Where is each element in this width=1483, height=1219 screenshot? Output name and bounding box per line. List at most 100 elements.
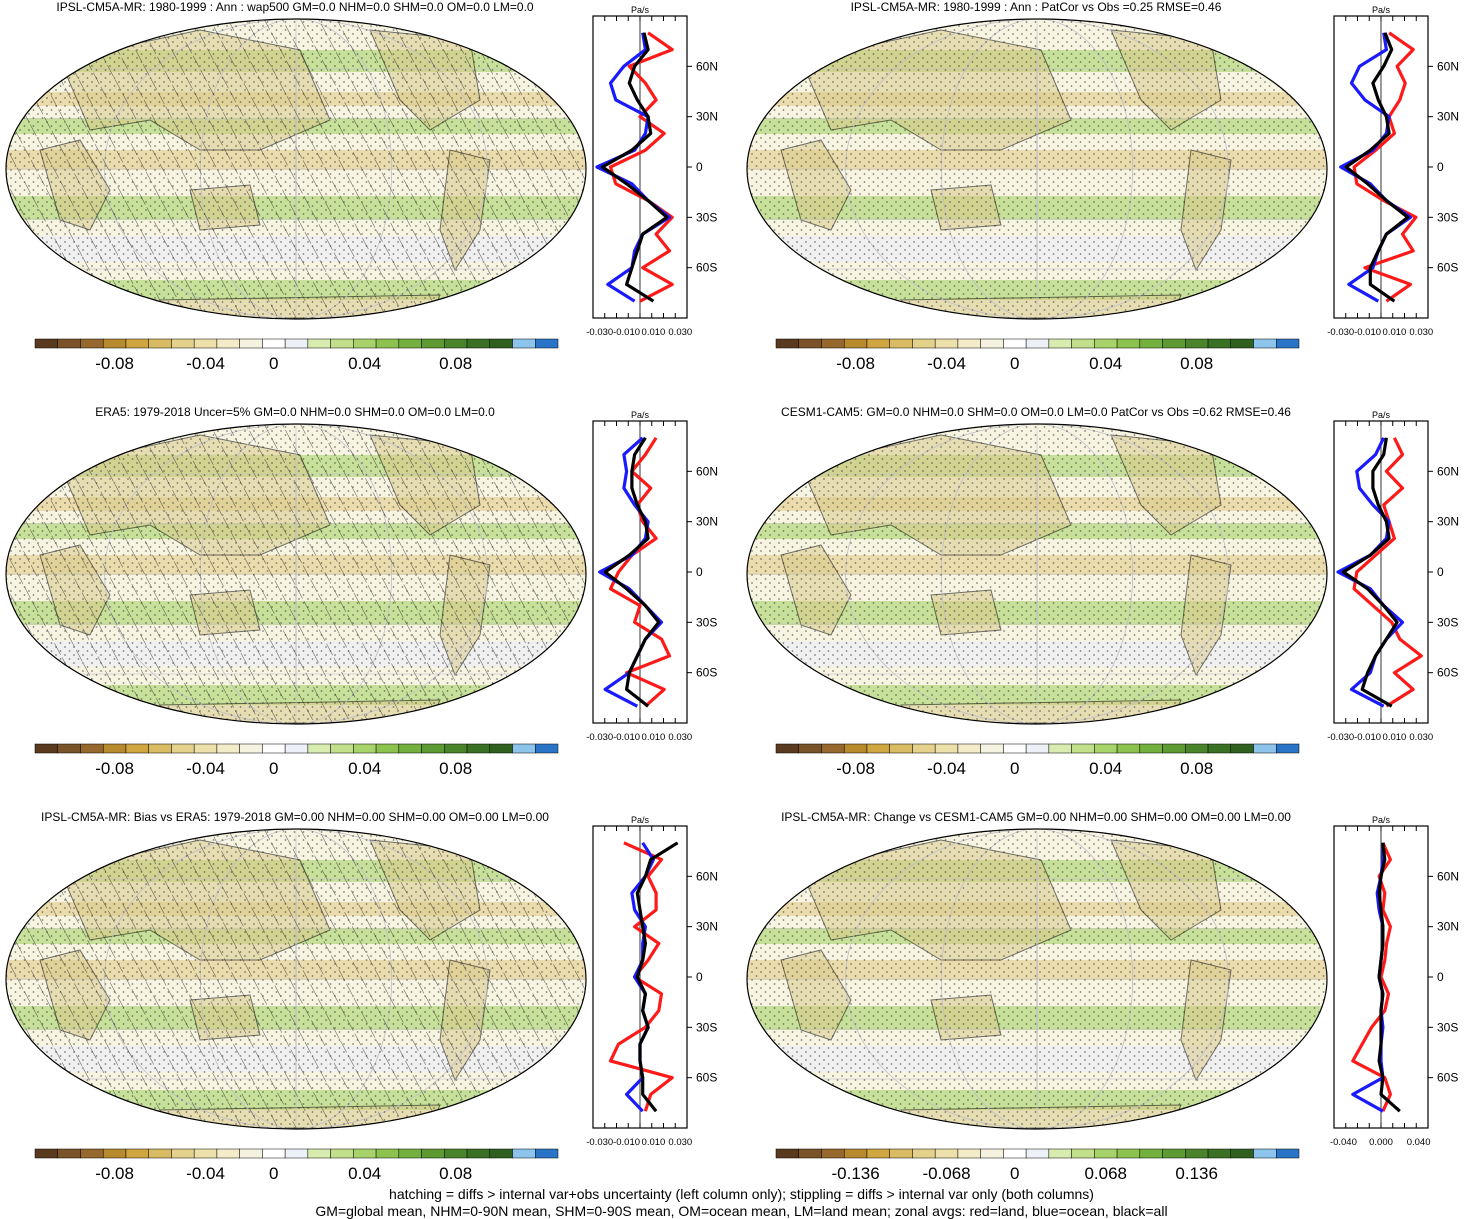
colorbar-tick-label: 0 — [1010, 759, 1019, 778]
colorbar-box — [821, 743, 845, 754]
colorbar-box — [1185, 743, 1209, 754]
colorbar-box — [34, 1148, 58, 1159]
colorbar-box — [466, 1148, 491, 1159]
zonal-series-black — [635, 841, 679, 1113]
colorbar-box — [193, 743, 218, 754]
panel-bottom-left: IPSL-CM5A-MR: Bias vs ERA5: 1979-2018 GM… — [0, 810, 741, 1205]
colorbar-box — [330, 743, 354, 754]
colorbar-box — [1207, 338, 1232, 349]
zonal-series-black — [603, 436, 661, 708]
stipple-overlay — [747, 19, 1327, 319]
colorbar-box — [489, 743, 513, 754]
colorbar-box — [1025, 743, 1050, 754]
world-map — [747, 829, 1327, 1129]
colorbar-box — [1094, 1148, 1118, 1159]
colorbar-box — [843, 338, 868, 349]
y-tick-label: 30S — [696, 615, 717, 629]
panel-svg: -0.08 -0.04 0 0.04 0.08 Pa/s 60N 30N 0 30S 60S -0.0… — [5, 5, 718, 373]
colorbar-box — [843, 743, 868, 754]
colorbar-box — [1253, 743, 1277, 754]
y-tick-label: 60N — [1437, 464, 1459, 478]
zonal-mean-plot: Pa/s 60N 30N 0 30S 60S -0.030 -0.010 0.010 0.030 — [586, 410, 718, 743]
zonal-mean-plot: Pa/s 60N 30N 0 30S 60S -0.030 -0.010 0.010 0.030 — [586, 5, 718, 338]
colorbar-box — [216, 338, 240, 349]
colorbar-box — [330, 338, 354, 349]
colorbar-box — [1003, 1148, 1027, 1159]
colorbar-tick-label: 0.08 — [439, 354, 472, 373]
y-tick-label: 60S — [1437, 1071, 1458, 1085]
colorbar-tick-label: 0.08 — [439, 759, 472, 778]
colorbar-box — [1048, 338, 1072, 349]
colorbar-tick-label: 0.04 — [348, 354, 381, 373]
zonal-series-black — [1341, 437, 1399, 708]
colorbar-box — [1230, 743, 1254, 754]
y-tick-label: 30S — [1437, 210, 1458, 224]
colorbar-box — [102, 743, 127, 754]
x-tick-label: -0.030 — [1327, 327, 1354, 338]
colorbar-box — [148, 743, 172, 754]
colorbar-box — [821, 1148, 845, 1159]
map-border — [5, 18, 587, 320]
colorbar-box — [512, 1148, 536, 1159]
colorbar-box — [1230, 1148, 1254, 1159]
x-tick-label: 0.030 — [1409, 327, 1433, 338]
colorbar-box — [957, 743, 981, 754]
colorbar-tick-label: 0 — [1010, 1164, 1019, 1183]
zonal-series-red — [608, 436, 672, 708]
colorbar-box — [1094, 743, 1118, 754]
colorbar-box — [889, 743, 913, 754]
x-tick-label: -0.030 — [586, 327, 613, 338]
colorbar-box — [866, 1148, 890, 1159]
colorbar-box — [821, 338, 845, 349]
colorbar-box — [1253, 1148, 1277, 1159]
colorbar-box — [1162, 338, 1186, 349]
colorbar-box — [444, 743, 468, 754]
colorbar-box — [284, 743, 309, 754]
x-tick-label: -0.040 — [1330, 1137, 1357, 1148]
panel-svg: -0.136 -0.068 0 0.068 0.136 Pa/s 60N 30N 0 30S 60S… — [746, 815, 1459, 1183]
x-tick-label: -0.010 — [613, 327, 640, 338]
x-tick-label: 0.010 — [642, 732, 666, 743]
colorbar-box — [1139, 1148, 1163, 1159]
colorbar-box — [262, 338, 286, 349]
colorbar-box — [1003, 338, 1027, 349]
y-tick-label: 30N — [1437, 515, 1459, 529]
colorbar-tick-label: 0 — [269, 1164, 278, 1183]
colorbar-box — [1276, 338, 1300, 349]
colorbar-box — [934, 1148, 959, 1159]
colorbar-box — [1185, 1148, 1209, 1159]
zonal-mean-plot: Pa/s 60N 30N 0 30S 60S -0.030 -0.010 0.010 0.030 — [1327, 5, 1459, 338]
zonal-series-red — [1351, 842, 1393, 1112]
colorbar-box — [375, 1148, 400, 1159]
panel-title: IPSL-CM5A-MR: 1980-1999 : Ann : wap500 G… — [56, 0, 534, 14]
y-tick-label: 0 — [696, 565, 703, 579]
colorbar-box — [980, 743, 1004, 754]
panel-title: CESM1-CAM5: GM=0.0 NHM=0.0 SHM=0.0 OM=0.… — [781, 405, 1291, 419]
colorbar-tick-label: -0.04 — [927, 759, 966, 778]
colorbar-box — [1116, 743, 1141, 754]
colorbar-tick-label: 0.08 — [1180, 354, 1213, 373]
colorbar-box — [934, 338, 959, 349]
colorbar-box — [1276, 1148, 1300, 1159]
colorbar-tick-label: -0.068 — [922, 1164, 970, 1183]
colorbar-box — [1162, 743, 1186, 754]
x-tick-label: 0.010 — [642, 327, 666, 338]
panel-bottom-right: IPSL-CM5A-MR: Change vs CESM1-CAM5 GM=0.… — [741, 810, 1482, 1205]
colorbar-box — [34, 338, 58, 349]
colorbar-box — [398, 1148, 422, 1159]
zonal-unit-label: Pa/s — [631, 5, 650, 15]
colorbar-tick-label: 0 — [1010, 354, 1019, 373]
colorbar-box — [980, 338, 1004, 349]
y-tick-label: 60N — [1437, 869, 1459, 883]
x-tick-label: 0.030 — [668, 327, 692, 338]
colorbar-box — [80, 1148, 104, 1159]
y-tick-label: 60S — [1437, 666, 1458, 680]
colorbar-box — [421, 1148, 445, 1159]
colorbar-box — [1094, 338, 1118, 349]
world-map — [747, 19, 1327, 319]
colorbar-box — [1207, 1148, 1232, 1159]
colorbar-box — [1139, 338, 1163, 349]
zonal-series-red — [1352, 437, 1423, 708]
colorbar-box — [957, 338, 981, 349]
colorbar-tick-label: 0.04 — [1089, 354, 1122, 373]
